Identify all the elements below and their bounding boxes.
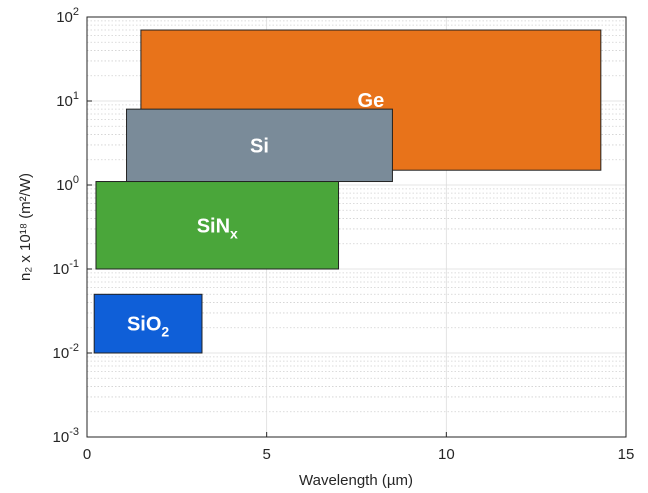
plot-frame — [86, 16, 627, 438]
bar-si — [126, 108, 393, 183]
bar-sio2 — [93, 293, 203, 354]
y-tick-label: 102 — [56, 6, 79, 26]
y-tick-label: 100 — [56, 174, 79, 194]
bar-label-ge: Ge — [358, 90, 385, 112]
x-axis-ticks: 0 5 10 15 — [83, 432, 635, 463]
x-tick-label: 10 — [438, 446, 455, 463]
y-axis-ticks: 10-3 10-2 10-1 100 101 102 — [53, 6, 92, 446]
y-tick-label: 10-1 — [53, 258, 79, 278]
y-tick-label: 10-2 — [53, 342, 79, 362]
y-tick-label: 10-3 — [53, 426, 79, 446]
bar-label-sio2: SiO2 — [127, 314, 169, 340]
y-tick-label: 101 — [56, 90, 79, 110]
bar-label-si: Si — [250, 135, 269, 157]
x-tick-label: 5 — [262, 446, 270, 463]
bar-sinx — [95, 181, 340, 270]
x-axis-label: Wavelength (µm) — [299, 472, 413, 489]
y-axis-label: n₂ x 10¹⁸ (m²/W) — [17, 173, 34, 281]
x-tick-label: 0 — [83, 446, 91, 463]
x-tick-label: 15 — [618, 446, 635, 463]
